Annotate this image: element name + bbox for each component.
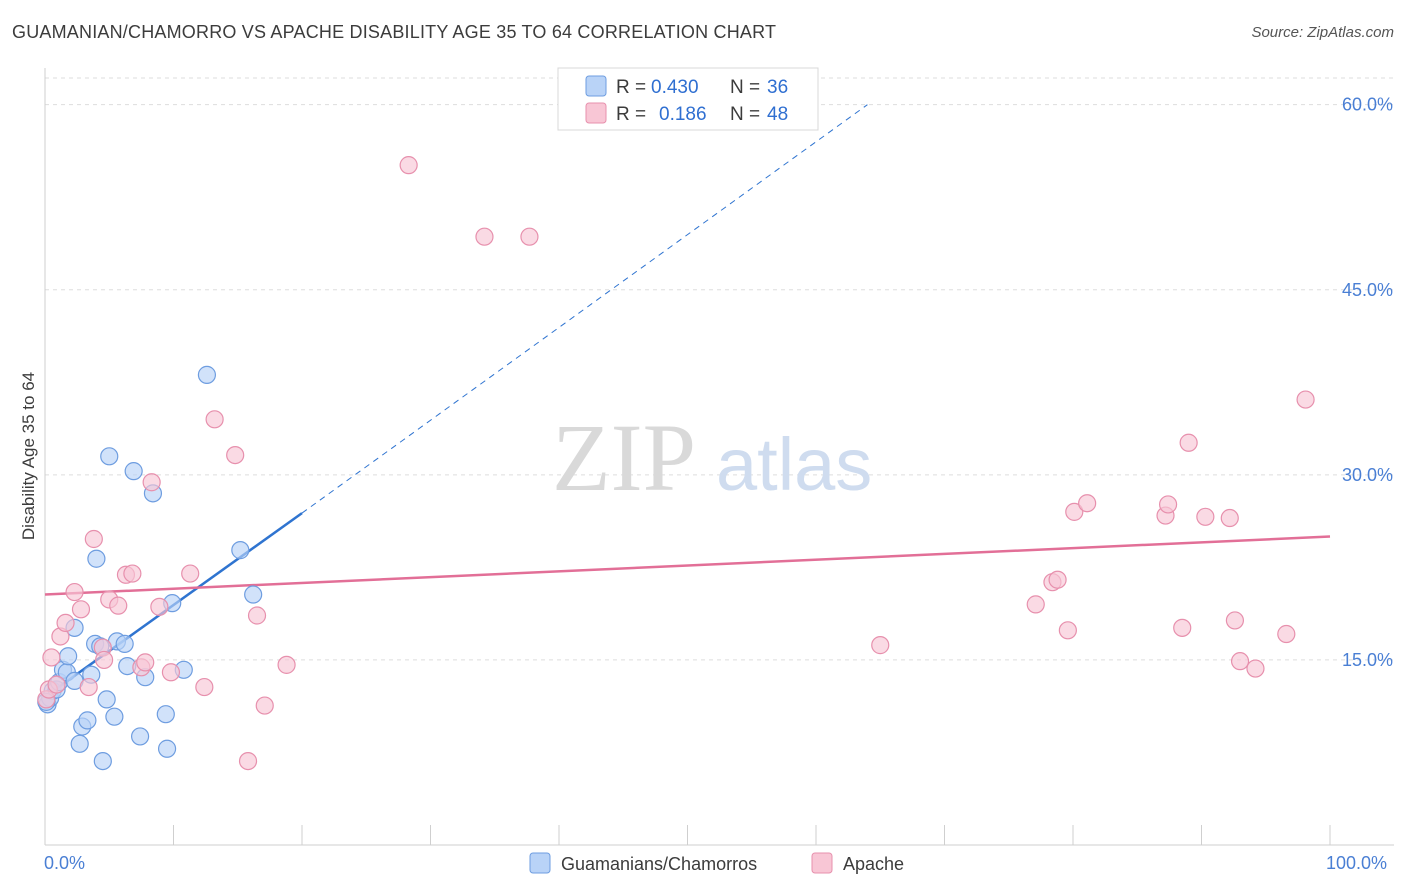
apache-point [475,227,494,246]
legend-r-value-blue: 0.430 [651,77,699,98]
guamanian-point [231,541,250,560]
apache-point [205,410,224,429]
guamanian-point [87,549,106,568]
apache-point [1078,494,1097,513]
apache-point [195,677,214,697]
guamanian-point [105,707,124,726]
apache-point [1196,507,1215,526]
guamanian-point [156,705,175,724]
legend-r-value-pink: 0.186 [659,104,707,125]
x-ticks [44,825,1331,845]
apache-point [109,596,128,615]
x-tick-label-max: 100.0% [1326,853,1387,873]
guamanian-point [70,734,89,753]
series-legend-label-blue: Guamanians/Chamorros [561,854,757,874]
guamanian-point [244,585,263,604]
guamanian-point [59,647,78,666]
series-legend-swatch-pink [811,852,833,874]
apache-point [399,156,418,175]
apache-point [71,600,91,619]
y-tick-label: 60.0% [1342,95,1393,115]
apache-point [95,650,114,670]
apache-point [238,751,258,771]
apache-point [181,564,200,583]
guamanian-point [115,634,134,653]
apache-point [84,529,103,549]
apache-point [247,606,267,625]
chart-title: GUAMANIAN/CHAMORRO VS APACHE DISABILITY … [12,22,777,42]
apache-point [136,653,155,672]
y-tick-label: 30.0% [1342,465,1393,485]
watermark-atlas: atlas [716,423,872,506]
legend: R = 0.430 N = 36 R = 0.186 N = 48 [557,67,819,131]
apache-point [1220,508,1239,528]
guamanian-point [100,447,119,466]
guamanian-point [157,739,177,758]
series-legend-label-pink: Apache [843,854,904,874]
apache-point [1158,495,1178,514]
apache-point [123,564,142,583]
apache-point [1026,595,1045,614]
apache-point [1225,611,1245,630]
guamanian-point [93,751,112,771]
apache-trend-line [44,535,1331,596]
apache-point [1246,659,1265,678]
guamanian-point [78,711,97,730]
apache-point [150,597,169,616]
watermark: ZIP atlas [552,404,872,511]
y-tick-label: 15.0% [1342,650,1393,670]
legend-r-label-pink: R = [616,104,646,125]
legend-n-value-pink: 48 [767,104,788,125]
y-tick-label: 45.0% [1342,280,1393,300]
watermark-zip: ZIP [552,404,696,511]
guamanian-point [197,365,217,384]
series-legend: Guamanians/Chamorros Apache [529,852,904,874]
apache-point [226,445,245,465]
apache-point [1277,624,1296,644]
legend-swatch-pink [585,102,607,124]
chart-source: Source: ZipAtlas.com [1251,24,1394,41]
apache-point [1048,570,1067,589]
y-tick-labels: 15.0% 30.0% 45.0% 60.0% [1342,95,1393,670]
guamanian-point [97,690,116,709]
x-tick-label-min: 0.0% [44,853,85,873]
grid-lines [45,77,1394,661]
legend-r-label-blue: R = [616,77,646,98]
apache-point [1065,502,1084,521]
series-legend-swatch-blue [529,852,551,874]
legend-n-label-blue: N = [730,77,760,98]
guamanian-point [124,462,143,481]
apache-point [1296,390,1315,409]
apache-point [1230,652,1250,671]
trend-lines [44,104,1331,698]
apache-point [1173,618,1192,637]
apache-point [47,675,66,694]
apache-point [520,227,539,246]
apache-point [871,636,890,655]
apache-point [56,613,75,633]
legend-n-value-blue: 36 [767,77,788,98]
apache-point [142,473,161,492]
data-points [37,156,1315,771]
apache-point [277,655,296,674]
apache-point [161,663,181,682]
y-axis-label: Disability Age 35 to 64 [19,372,38,540]
apache-point [79,677,98,697]
apache-point [1058,621,1077,640]
apache-point [1179,433,1198,452]
legend-swatch-blue [585,75,607,97]
apache-point [65,582,84,602]
legend-n-label-pink: N = [730,104,760,125]
axes [44,68,1394,846]
apache-point [42,648,61,667]
apache-point [255,696,274,715]
guamanian-point [130,727,150,746]
